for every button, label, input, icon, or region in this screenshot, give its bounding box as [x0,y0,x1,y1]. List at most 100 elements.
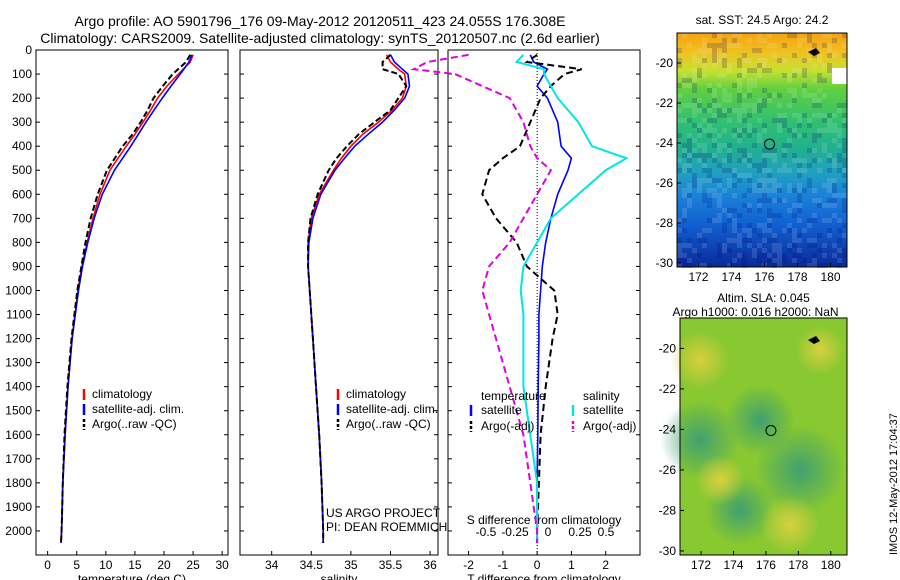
salinity-panel-frame [239,49,439,556]
sst-pixel [737,63,742,68]
sst-pixel [757,168,762,173]
sst-pixel [782,153,787,158]
sst-pixel [717,103,722,108]
sst-pixel [812,258,817,263]
sst-pixel [797,38,802,43]
sst-pixel [792,258,797,263]
sst-pixel [712,138,717,143]
sst-pixel [792,243,797,248]
sst-pixel [832,183,837,188]
temperature-series-1 [60,54,194,544]
sst-pixel [722,158,727,163]
temperature-legend-label: climatology [92,387,152,401]
sst-pixel [777,168,782,173]
sst-pixel [812,98,817,103]
sst-pixel [727,98,732,103]
sst-pixel [722,93,727,98]
sst-pixel [757,223,762,228]
sst-pixel [747,88,752,93]
sst-pixel [712,128,717,133]
sst-pixel [767,33,772,38]
sst-pixel [737,133,742,138]
sst-pixel [832,193,837,198]
depth-tick-label: 800 [12,235,32,249]
depth-tick-label: 1800 [5,476,32,490]
sst-pixel [842,168,847,173]
temperature-legend-label: satellite-adj. clim. [92,402,184,416]
sst-pixel [717,148,722,153]
s-diff-axis-label: S difference from climatology [467,513,622,527]
sst-pixel [702,118,707,123]
sst-pixel [742,68,747,73]
sst-pixel [762,98,767,103]
sst-pixel [817,233,822,238]
sst-pixel [767,153,772,158]
sst-pixel [737,98,742,103]
sst-pixel [807,238,812,243]
sla-map-lat-tick-label: -24 [659,422,677,436]
sla-map-lat-tick-label: -20 [659,341,677,355]
sst-pixel [842,253,847,258]
sst-pixel [807,58,812,63]
sla-map-lat-tick-label: -28 [659,503,677,517]
sst-pixel [692,83,697,88]
sst-pixel [782,118,787,123]
sst-pixel [712,88,717,93]
sst-pixel [707,203,712,208]
sst-pixel [697,108,702,113]
sst-pixel [727,208,732,213]
sst-pixel [842,198,847,203]
sst-pixel [752,83,757,88]
sst-pixel [697,153,702,158]
sst-pixel [702,243,707,248]
sst-pixel [747,203,752,208]
sst-pixel [702,263,707,268]
sst-pixel [742,258,747,263]
sst-pixel [737,78,742,83]
sla-anomaly-blob [695,455,745,505]
sst-pixel [742,228,747,233]
sst-pixel [812,63,817,68]
sst-pixel [697,238,702,243]
sst-pixel [727,213,732,218]
sst-pixel [702,58,707,63]
sst-pixel [707,218,712,223]
sst-pixel [777,248,782,253]
sst-pixel [767,168,772,173]
sst-pixel [827,48,832,53]
sst-pixel [812,148,817,153]
sst-pixel [732,128,737,133]
sst-pixel [752,188,757,193]
sst-pixel [712,178,717,183]
sst-pixel [777,118,782,123]
sst-pixel [717,183,722,188]
depth-tick-label: 1600 [5,428,32,442]
sst-pixel [732,208,737,213]
sst-pixel [742,108,747,113]
sst-pixel [687,158,692,163]
sst-pixel [707,153,712,158]
sst-pixel [777,123,782,128]
sst-pixel [837,133,842,138]
sst-pixel [782,113,787,118]
sst-map-lon-tick-label: 174 [721,270,741,284]
sst-map-lat-tick-label: -30 [656,256,674,270]
depth-tick-label: 1000 [5,283,32,297]
sst-pixel [712,98,717,103]
sst-pixel [837,258,842,263]
sst-pixel [802,68,807,73]
sst-pixel [772,233,777,238]
depth-tick-label: 1100 [6,308,32,322]
sst-map-title: sat. SST: 24.5 Argo: 24.2 [696,13,829,27]
sst-pixel [732,218,737,223]
sst-pixel [707,228,712,233]
sst-pixel [702,48,707,53]
sst-pixel [722,113,727,118]
sst-pixel [722,43,727,48]
sst-pixel [767,198,772,203]
sst-pixel [702,228,707,233]
sst-pixel [787,143,792,148]
sst-map-lat-tick-label: -28 [656,216,674,230]
sst-pixel [842,248,847,253]
sst-pixel [822,263,827,268]
